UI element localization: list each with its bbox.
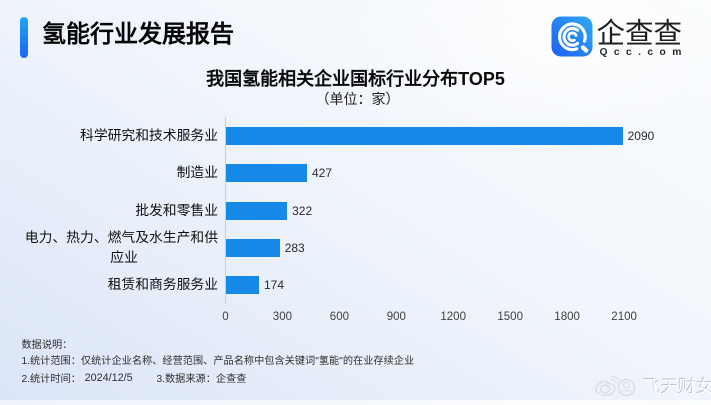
svg-text:飞天财女: 飞天财女 [643,377,711,397]
svg-text:飞天财女: 飞天财女 [642,376,711,396]
